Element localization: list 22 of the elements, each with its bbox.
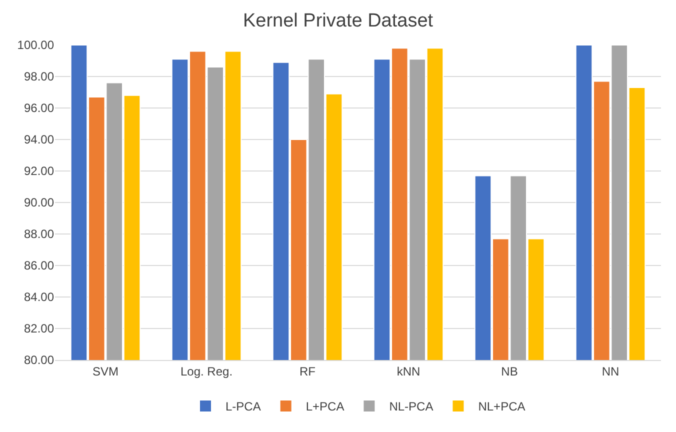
y-tick-label: 100.00: [17, 38, 54, 52]
legend-label: L-PCA: [226, 400, 261, 414]
x-tick-label: RF: [300, 364, 316, 378]
y-tick-label: 84.00: [24, 290, 54, 304]
chart-title: Kernel Private Dataset: [242, 10, 434, 32]
y-tick-label: 90.00: [24, 196, 54, 210]
y-tick-label: 88.00: [24, 227, 54, 242]
legend-label: NL+PCA: [478, 400, 526, 414]
x-tick-label: kNN: [396, 364, 420, 378]
legend-label: L+PCA: [306, 400, 344, 414]
legend-label: NL-PCA: [389, 400, 434, 414]
x-tick-label: NN: [602, 364, 620, 378]
y-tick-label: 94.00: [24, 132, 54, 147]
x-tick-label: SVM: [92, 364, 119, 378]
x-tick-label: NB: [501, 364, 518, 378]
y-tick-label: 82.00: [24, 322, 54, 336]
y-tick-label: 92.00: [24, 164, 54, 178]
y-tick-label: 98.00: [24, 70, 54, 84]
y-tick-label: 80.00: [24, 353, 54, 368]
y-tick-label: 86.00: [24, 258, 54, 273]
x-tick-label: Log. Reg.: [180, 364, 233, 378]
y-tick-label: 96.00: [24, 101, 54, 116]
